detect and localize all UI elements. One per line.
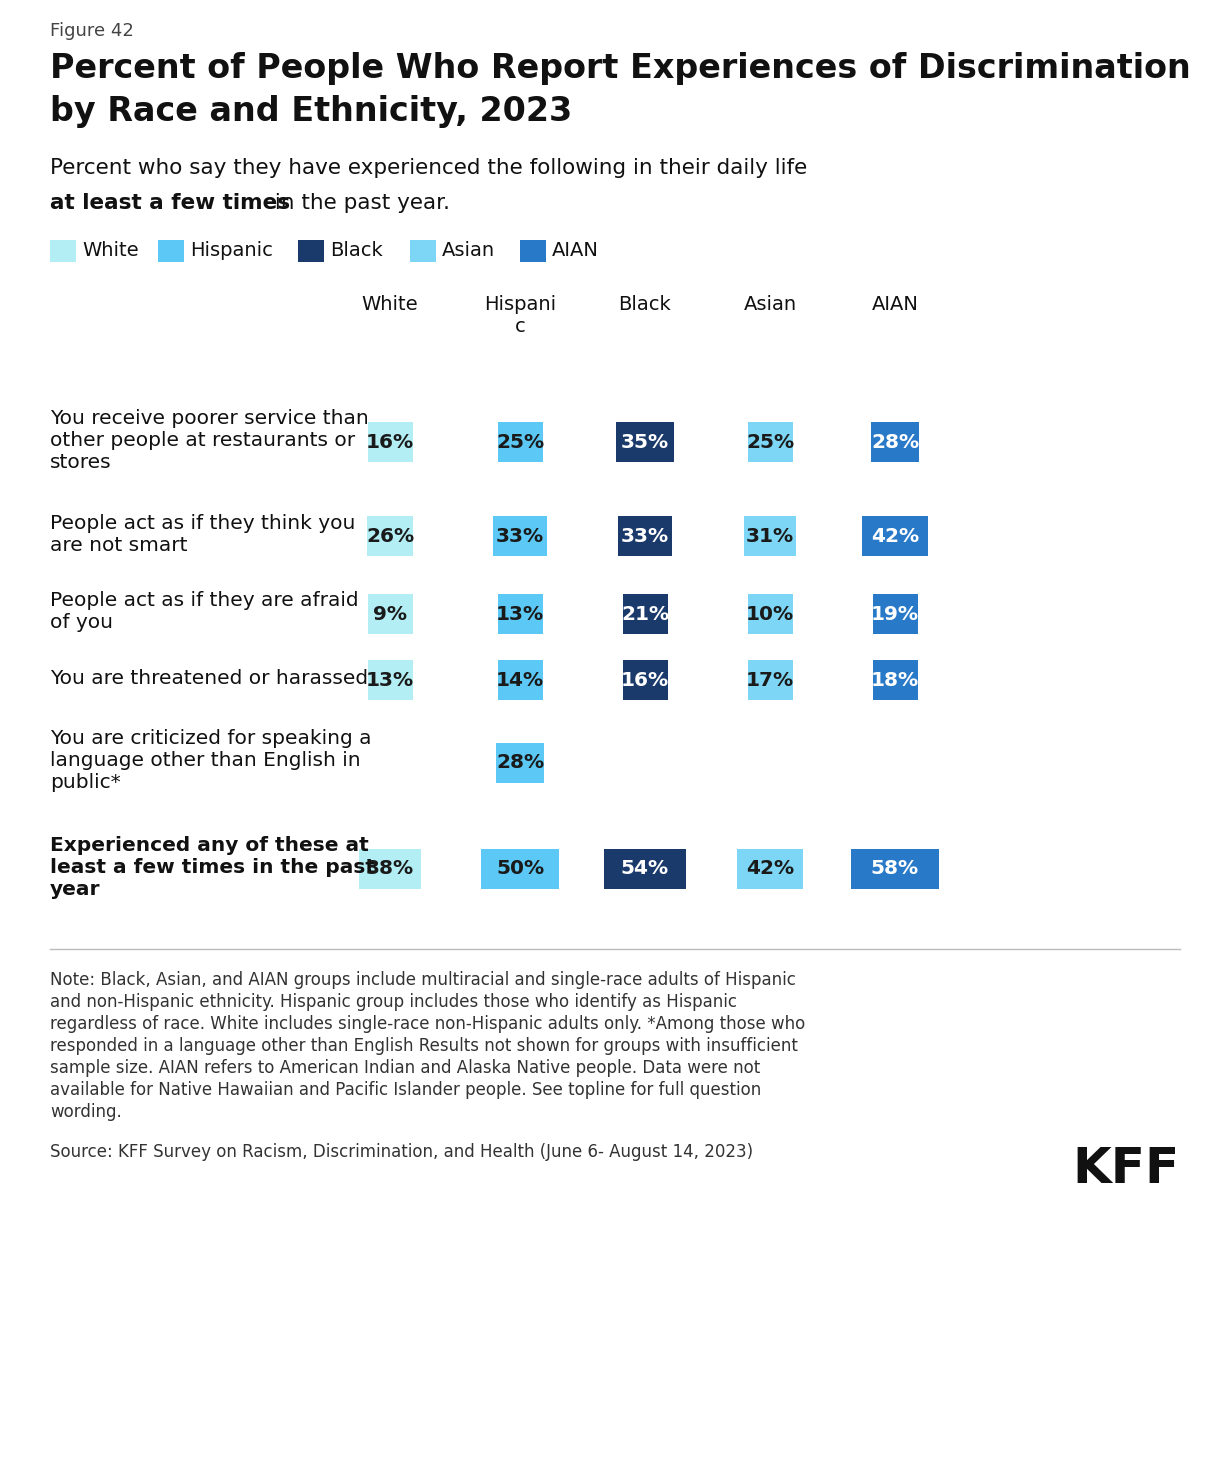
Text: 13%: 13%	[497, 605, 544, 623]
Text: You are threatened or harassed: You are threatened or harassed	[50, 669, 368, 688]
Bar	[748, 422, 793, 462]
Text: regardless of race. White includes single-race non-Hispanic adults only. *Among : regardless of race. White includes singl…	[50, 1015, 805, 1033]
Text: available for Native Hawaiian and Pacific Islander people. See topline for full : available for Native Hawaiian and Pacifi…	[50, 1080, 761, 1100]
Bar	[360, 849, 421, 889]
Bar	[481, 849, 559, 889]
Text: 42%: 42%	[745, 859, 794, 878]
Text: 42%: 42%	[871, 527, 919, 546]
Text: Black: Black	[329, 242, 383, 260]
Bar	[744, 517, 795, 556]
Text: AIAN: AIAN	[551, 242, 599, 260]
Text: Experienced any of these at: Experienced any of these at	[50, 835, 368, 855]
Bar	[159, 241, 184, 263]
Text: 10%: 10%	[745, 605, 794, 623]
Bar	[493, 517, 548, 556]
Bar	[737, 849, 803, 889]
Text: 9%: 9%	[373, 605, 407, 623]
Text: in the past year.: in the past year.	[268, 193, 450, 213]
Text: 33%: 33%	[497, 527, 544, 546]
Bar	[604, 849, 687, 889]
Text: sample size. AIAN refers to American Indian and Alaska Native people. Data were : sample size. AIAN refers to American Ind…	[50, 1058, 760, 1077]
Text: 16%: 16%	[366, 432, 414, 452]
Bar	[498, 593, 543, 635]
Text: Asian: Asian	[743, 295, 797, 314]
Text: Figure 42: Figure 42	[50, 22, 134, 40]
Text: 13%: 13%	[366, 670, 414, 689]
Bar	[871, 422, 919, 462]
Bar	[850, 849, 939, 889]
Text: 31%: 31%	[745, 527, 794, 546]
Text: KFF: KFF	[1072, 1145, 1180, 1193]
Text: 38%: 38%	[366, 859, 414, 878]
Text: 16%: 16%	[621, 670, 669, 689]
Text: 18%: 18%	[871, 670, 919, 689]
Text: 25%: 25%	[745, 432, 794, 452]
Bar	[498, 422, 543, 462]
Bar	[622, 593, 667, 635]
Text: AIAN: AIAN	[871, 295, 919, 314]
Text: White: White	[82, 242, 139, 260]
Text: at least a few times: at least a few times	[50, 193, 290, 213]
Bar	[298, 241, 325, 263]
Text: 19%: 19%	[871, 605, 919, 623]
Text: Percent of People Who Report Experiences of Discrimination: Percent of People Who Report Experiences…	[50, 52, 1191, 86]
Text: and non-Hispanic ethnicity. Hispanic group includes those who identify as Hispan: and non-Hispanic ethnicity. Hispanic gro…	[50, 993, 737, 1011]
Text: 28%: 28%	[497, 754, 544, 772]
Bar	[748, 660, 793, 700]
Text: 14%: 14%	[497, 670, 544, 689]
Text: are not smart: are not smart	[50, 536, 188, 555]
Text: 17%: 17%	[745, 670, 794, 689]
Text: Asian: Asian	[442, 242, 495, 260]
Text: Hispanic: Hispanic	[190, 242, 273, 260]
Text: wording.: wording.	[50, 1103, 122, 1120]
Bar	[50, 241, 76, 263]
Text: 33%: 33%	[621, 527, 669, 546]
Bar	[497, 742, 544, 782]
Text: public*: public*	[50, 772, 121, 791]
Bar	[861, 517, 928, 556]
Text: You receive poorer service than: You receive poorer service than	[50, 409, 368, 428]
Bar	[367, 517, 412, 556]
Text: 25%: 25%	[497, 432, 544, 452]
Bar	[872, 660, 917, 700]
Text: language other than English in: language other than English in	[50, 750, 361, 769]
Text: stores: stores	[50, 453, 111, 472]
Text: least a few times in the past: least a few times in the past	[50, 858, 375, 877]
Bar	[498, 660, 543, 700]
Text: White: White	[361, 295, 418, 314]
Bar	[622, 660, 667, 700]
Bar	[748, 593, 793, 635]
Text: You are criticized for speaking a: You are criticized for speaking a	[50, 729, 372, 747]
Text: Black: Black	[619, 295, 671, 314]
Text: 28%: 28%	[871, 432, 919, 452]
Text: People act as if they think you: People act as if they think you	[50, 514, 355, 533]
Text: of you: of you	[50, 614, 113, 633]
Bar	[367, 422, 412, 462]
Text: year: year	[50, 880, 100, 899]
Text: 54%: 54%	[621, 859, 669, 878]
Text: Percent who say they have experienced the following in their daily life: Percent who say they have experienced th…	[50, 158, 814, 179]
Bar	[367, 660, 412, 700]
Text: Source: KFF Survey on Racism, Discrimination, and Health (June 6- August 14, 202: Source: KFF Survey on Racism, Discrimina…	[50, 1142, 753, 1162]
Text: Note: Black, Asian, and AIAN groups include multiracial and single-race adults o: Note: Black, Asian, and AIAN groups incl…	[50, 971, 795, 989]
Bar	[520, 241, 547, 263]
Bar	[616, 422, 673, 462]
Bar	[872, 593, 917, 635]
Text: 21%: 21%	[621, 605, 669, 623]
Text: 35%: 35%	[621, 432, 669, 452]
Text: People act as if they are afraid: People act as if they are afraid	[50, 592, 359, 611]
Text: by Race and Ethnicity, 2023: by Race and Ethnicity, 2023	[50, 94, 572, 128]
Bar	[617, 517, 672, 556]
Text: 26%: 26%	[366, 527, 414, 546]
Text: 58%: 58%	[871, 859, 919, 878]
Text: other people at restaurants or: other people at restaurants or	[50, 431, 355, 450]
Text: 50%: 50%	[497, 859, 544, 878]
Bar	[410, 241, 436, 263]
Text: responded in a language other than English Results not shown for groups with ins: responded in a language other than Engli…	[50, 1038, 798, 1055]
Text: Hispani
c: Hispani c	[484, 295, 556, 337]
Bar	[367, 593, 412, 635]
